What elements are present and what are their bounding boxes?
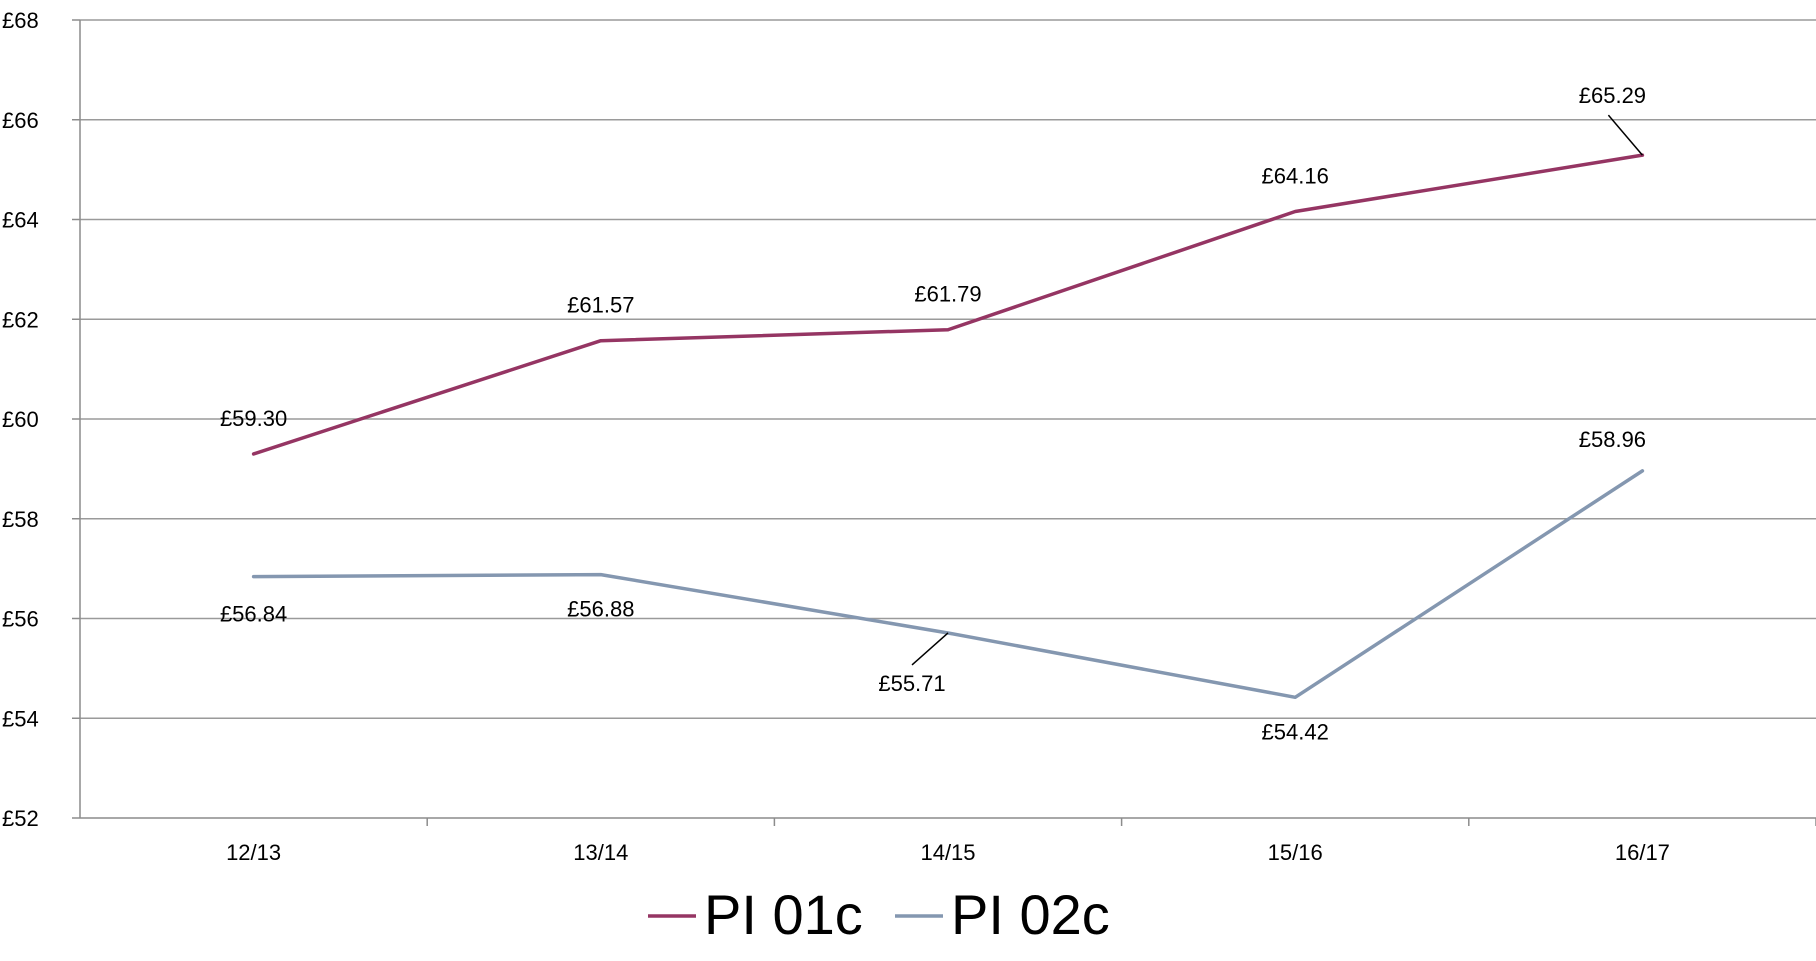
legend: PI 01c PI 02c [648, 883, 1110, 946]
y-tick-label: £66 [2, 108, 39, 133]
y-tick-label: £58 [2, 507, 39, 532]
series-line-pi-02c [251, 469, 1645, 700]
series [251, 153, 1645, 700]
x-axis-ticks: 12/13 13/14 14/15 15/16 16/17 [226, 818, 1816, 865]
y-tick-label: £64 [2, 208, 39, 233]
data-label: £61.57 [567, 293, 634, 318]
y-tick-label: £52 [2, 806, 39, 831]
data-label: £54.42 [1262, 719, 1329, 744]
legend-label: PI 02c [951, 883, 1110, 946]
x-tick-label: 12/13 [226, 840, 281, 865]
gridlines [80, 19, 1816, 719]
data-label: £65.29 [1579, 83, 1646, 108]
data-label: £61.79 [914, 282, 981, 307]
data-label-leader [1607, 114, 1643, 156]
series-line-pi-01c [251, 153, 1645, 456]
y-tick-label: £62 [2, 307, 39, 332]
data-label: £55.71 [878, 671, 945, 696]
legend-label: PI 01c [704, 883, 863, 946]
x-tick-label: 15/16 [1268, 840, 1323, 865]
x-tick-label: 16/17 [1615, 840, 1670, 865]
data-label: £64.16 [1262, 164, 1329, 189]
data-labels: £59.30 £61.57 £61.79 £64.16 £65.29 £56.84 £56.… [220, 83, 1646, 744]
x-tick-label: 13/14 [573, 840, 628, 865]
y-axis-ticks: £52 £54 £56 £58 £60 £62 £64 £66 £68 [2, 8, 80, 831]
y-tick-label: £68 [2, 8, 39, 33]
y-tick-label: £56 [2, 607, 39, 632]
x-tick-label: 14/15 [920, 840, 975, 865]
y-tick-label: £54 [2, 706, 39, 731]
data-label-leader [911, 632, 949, 666]
data-label: £56.88 [567, 597, 634, 622]
y-tick-label: £60 [2, 407, 39, 432]
data-label: £58.96 [1579, 427, 1646, 452]
data-label: £56.84 [220, 602, 287, 627]
data-label: £59.30 [220, 406, 287, 431]
